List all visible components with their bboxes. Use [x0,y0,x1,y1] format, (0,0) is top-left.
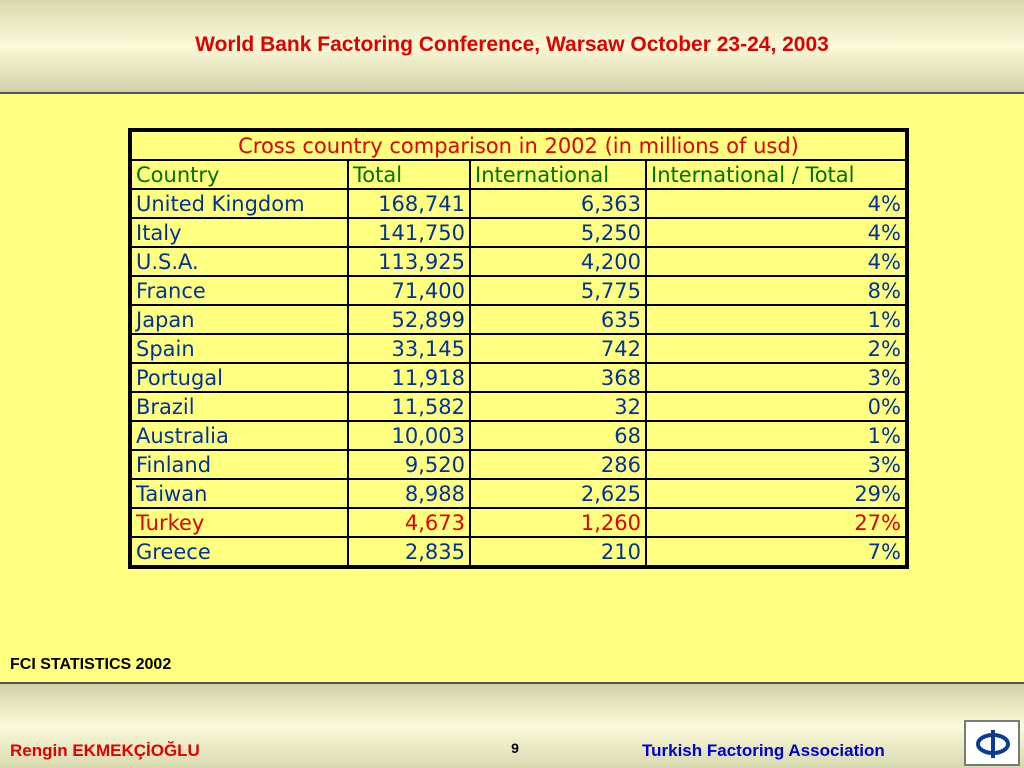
table-row: United Kingdom 168,741 6,363 4% [130,188,907,219]
cell-international: 1,260 [469,507,647,538]
cell-total: 141,750 [347,217,471,248]
comparison-table-grid: Cross country comparison in 2002 (in mil… [130,130,907,567]
table-caption: Cross country comparison in 2002 (in mil… [130,130,907,161]
cell-total: 52,899 [347,304,471,335]
source-note: FCI STATISTICS 2002 [10,656,172,673]
cell-international: 210 [469,536,647,567]
cell-international: 286 [469,449,647,480]
cell-ratio: 0% [645,391,907,422]
cell-ratio: 8% [645,275,907,306]
column-header-total: Total [347,159,471,190]
table-row: Turkey 4,673 1,260 27% [130,507,907,538]
cell-total: 11,918 [347,362,471,393]
table-row: Spain 33,145 742 2% [130,333,907,364]
cell-country: Taiwan [130,478,349,509]
table-caption-row: Cross country comparison in 2002 (in mil… [130,130,907,161]
table-header-row: Country Total International Internationa… [130,159,907,190]
table-row: France 71,400 5,775 8% [130,275,907,306]
cell-ratio: 4% [645,217,907,248]
table-row: Japan 52,899 635 1% [130,304,907,335]
cell-international: 742 [469,333,647,364]
cell-ratio: 27% [645,507,907,538]
cell-total: 33,145 [347,333,471,364]
cell-international: 4,200 [469,246,647,277]
page-number: 9 [511,740,519,756]
cell-country: Greece [130,536,349,567]
cell-total: 71,400 [347,275,471,306]
cell-country: United Kingdom [130,188,349,219]
cell-total: 4,673 [347,507,471,538]
cell-total: 11,582 [347,391,471,422]
cell-international: 635 [469,304,647,335]
footer-author: Rengin EKMEKÇİOĞLU [10,741,200,760]
cell-ratio: 4% [645,188,907,219]
cell-ratio: 3% [645,449,907,480]
slide-title: World Bank Factoring Conference, Warsaw … [195,33,829,56]
table-row: Italy 141,750 5,250 4% [130,217,907,248]
cell-ratio: 29% [645,478,907,509]
cell-ratio: 1% [645,420,907,451]
slide-header: World Bank Factoring Conference, Warsaw … [0,0,1024,94]
phi-logo-icon [964,720,1020,766]
column-header-international: International [469,159,647,190]
cell-international: 5,775 [469,275,647,306]
cell-ratio: 1% [645,304,907,335]
comparison-table: Cross country comparison in 2002 (in mil… [128,128,909,569]
cell-ratio: 3% [645,362,907,393]
column-header-country: Country [130,159,349,190]
cell-total: 113,925 [347,246,471,277]
cell-international: 368 [469,362,647,393]
cell-country: Finland [130,449,349,480]
footer-organization: Turkish Factoring Association [642,741,885,760]
cell-total: 8,988 [347,478,471,509]
cell-country: Turkey [130,507,349,538]
cell-total: 2,835 [347,536,471,567]
cell-total: 9,520 [347,449,471,480]
cell-country: Spain [130,333,349,364]
cell-international: 5,250 [469,217,647,248]
cell-country: Brazil [130,391,349,422]
table-row: Greece 2,835 210 7% [130,536,907,567]
slide-footer [0,682,1024,768]
table-row: Portugal 11,918 368 3% [130,362,907,393]
cell-country: France [130,275,349,306]
table-row: Finland 9,520 286 3% [130,449,907,480]
column-header-ratio: International / Total [645,159,907,190]
cell-ratio: 7% [645,536,907,567]
cell-country: U.S.A. [130,246,349,277]
cell-country: Japan [130,304,349,335]
cell-country: Portugal [130,362,349,393]
cell-international: 2,625 [469,478,647,509]
cell-international: 68 [469,420,647,451]
cell-total: 168,741 [347,188,471,219]
cell-country: Australia [130,420,349,451]
table-row: Brazil 11,582 32 0% [130,391,907,422]
table-row: Australia 10,003 68 1% [130,420,907,451]
cell-ratio: 2% [645,333,907,364]
table-row: U.S.A. 113,925 4,200 4% [130,246,907,277]
cell-total: 10,003 [347,420,471,451]
cell-country: Italy [130,217,349,248]
table-row: Taiwan 8,988 2,625 29% [130,478,907,509]
cell-international: 32 [469,391,647,422]
cell-international: 6,363 [469,188,647,219]
cell-ratio: 4% [645,246,907,277]
